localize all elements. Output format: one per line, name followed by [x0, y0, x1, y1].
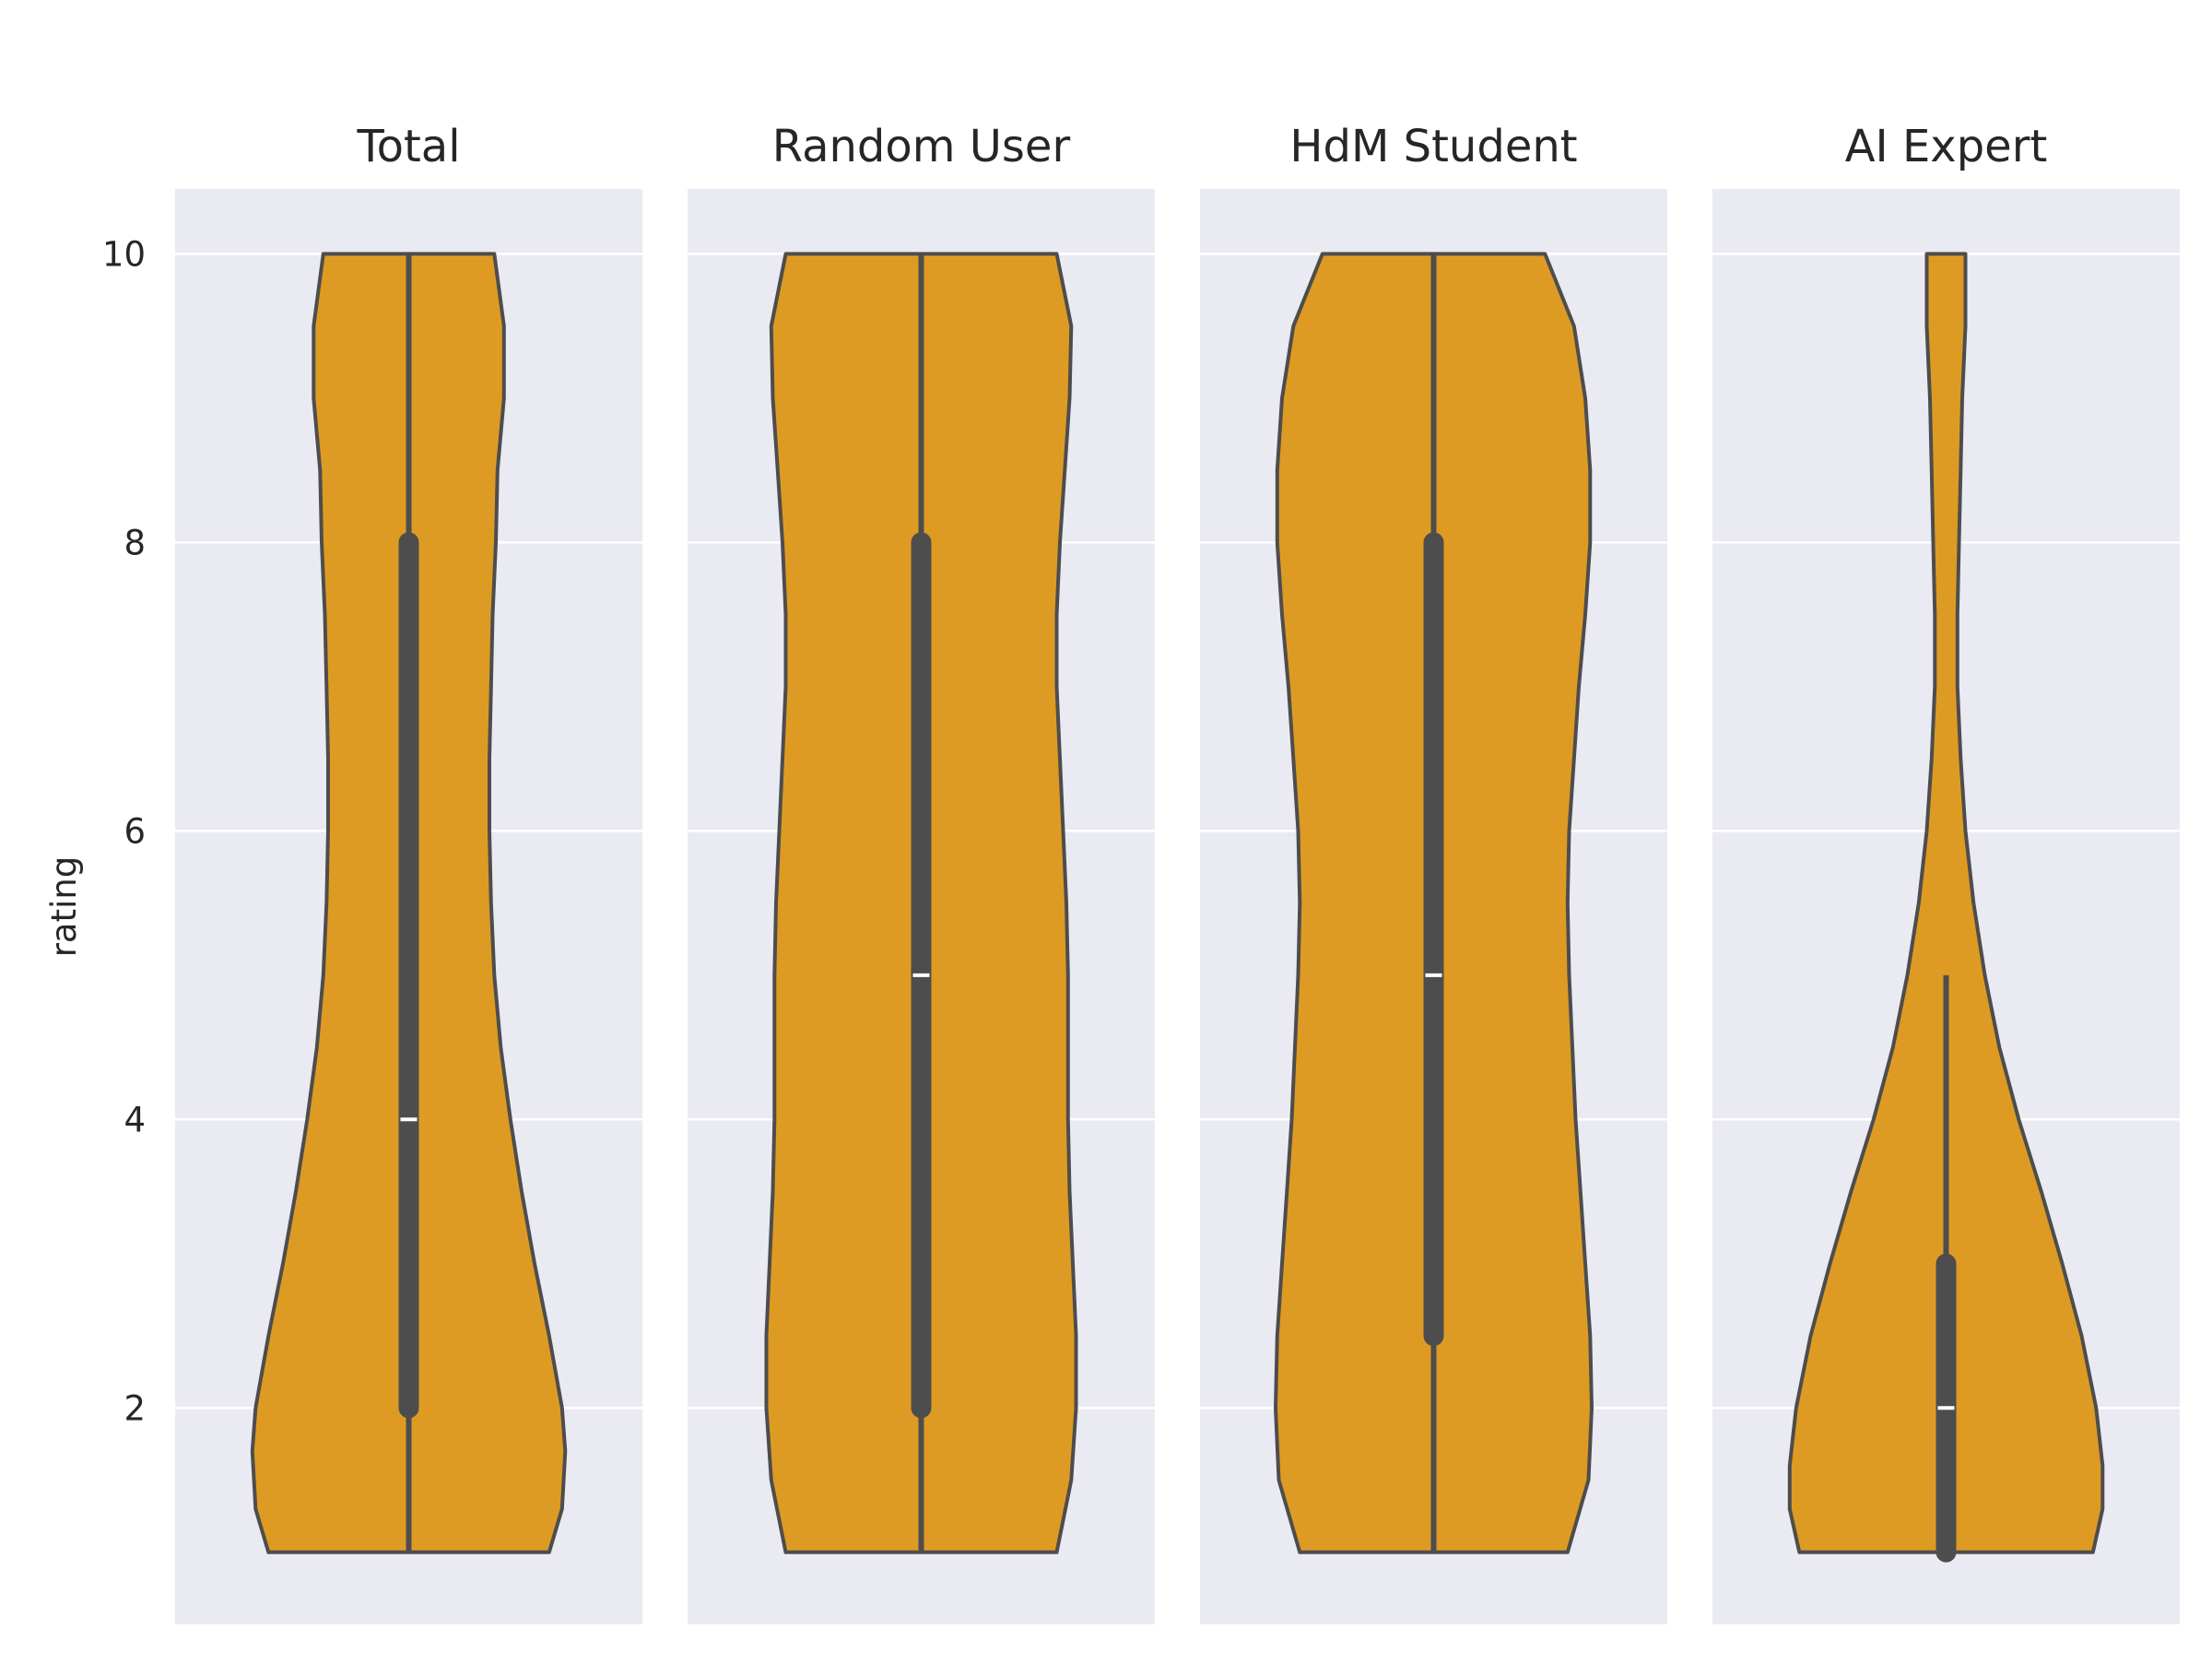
panel-2: HdM Student	[1200, 121, 1667, 1624]
panel-title: AI Expert	[1845, 121, 2048, 172]
y-axis: 2 4 6 8 10	[102, 234, 146, 1428]
y-tick-label: 10	[102, 234, 146, 274]
violin-body	[1787, 252, 2105, 1554]
panel-0: Total	[175, 121, 642, 1624]
panel-title: HdM Student	[1289, 121, 1577, 172]
y-tick-label: 2	[124, 1388, 146, 1428]
y-tick-label: 6	[124, 811, 146, 851]
y-tick-label: 8	[124, 523, 146, 562]
panel-title: Random User	[772, 121, 1071, 172]
panel-3: AI Expert	[1712, 121, 2180, 1624]
y-axis-label: rating	[44, 856, 84, 958]
panel-1: Random User	[688, 121, 1155, 1624]
panels-layer: Total Random User HdM Student AI Expert	[175, 121, 2180, 1624]
y-tick-label: 4	[124, 1100, 146, 1139]
panel-title: Total	[356, 121, 460, 172]
